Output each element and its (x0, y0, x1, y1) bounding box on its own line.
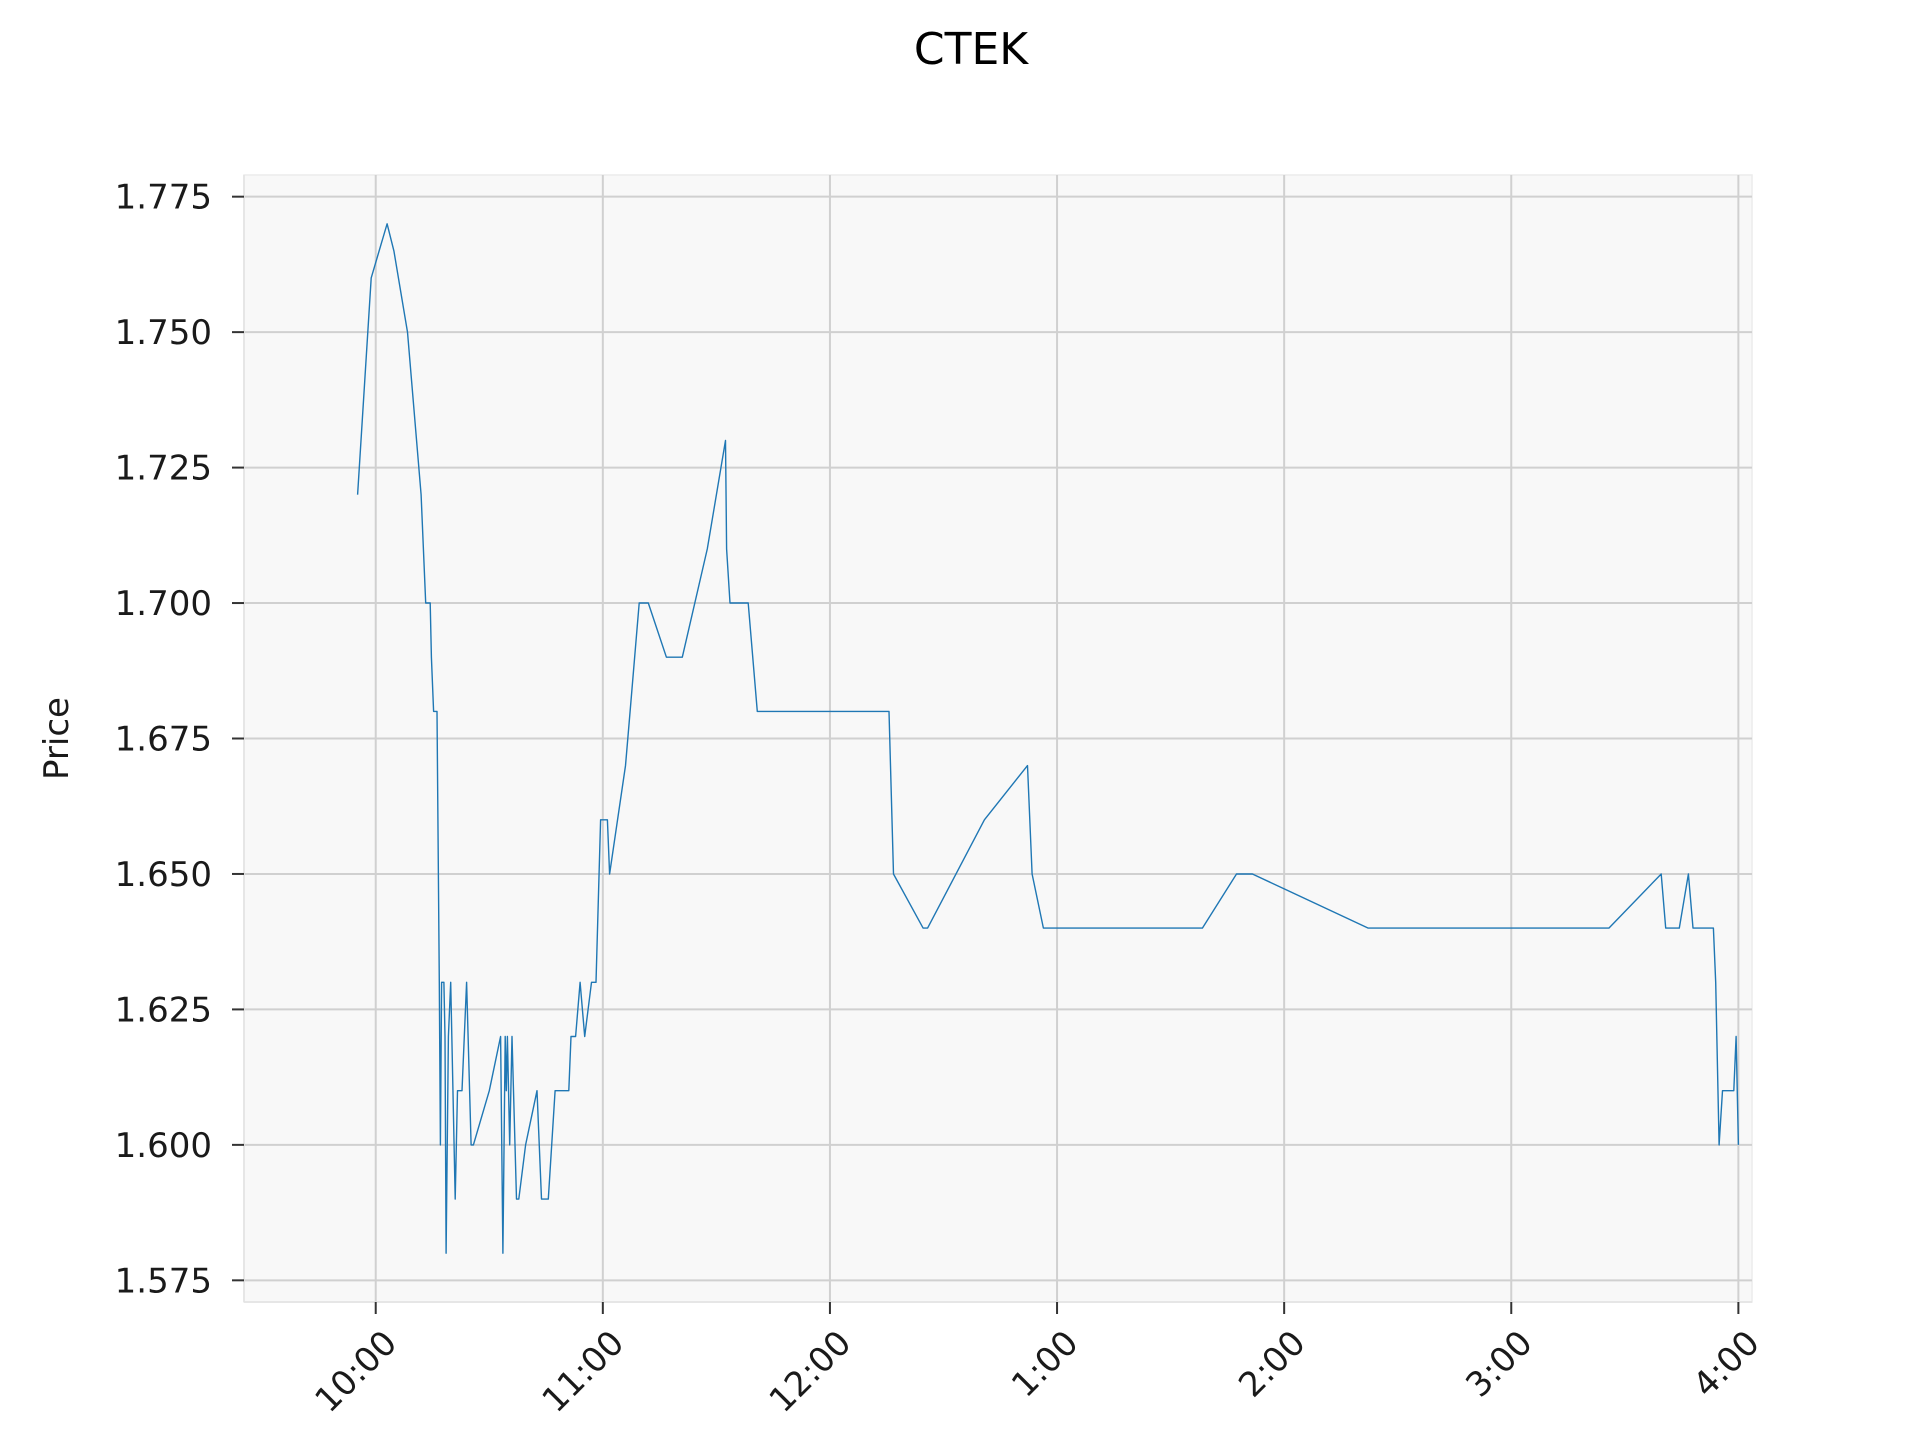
y-tick-label: 1.625 (115, 990, 212, 1030)
y-axis-label: Price (37, 697, 77, 780)
y-tick-label: 1.675 (115, 720, 212, 760)
y-tick-label: 1.575 (115, 1261, 212, 1301)
line-layer (356, 223, 1740, 1254)
grid-layer (244, 175, 1752, 1302)
y-tick-label: 1.725 (115, 449, 212, 489)
y-tick-label: 1.650 (115, 855, 212, 895)
y-tick-label: 1.775 (115, 178, 212, 218)
y-tick-label: 1.600 (115, 1126, 212, 1166)
y-tick-label: 1.700 (115, 584, 212, 624)
y-tick-label: 1.750 (115, 313, 212, 353)
price-series-line (356, 223, 1740, 1254)
chart-title: CTEK (914, 24, 1029, 75)
